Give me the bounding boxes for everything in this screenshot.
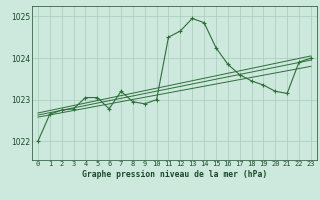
X-axis label: Graphe pression niveau de la mer (hPa): Graphe pression niveau de la mer (hPa) [82, 170, 267, 179]
